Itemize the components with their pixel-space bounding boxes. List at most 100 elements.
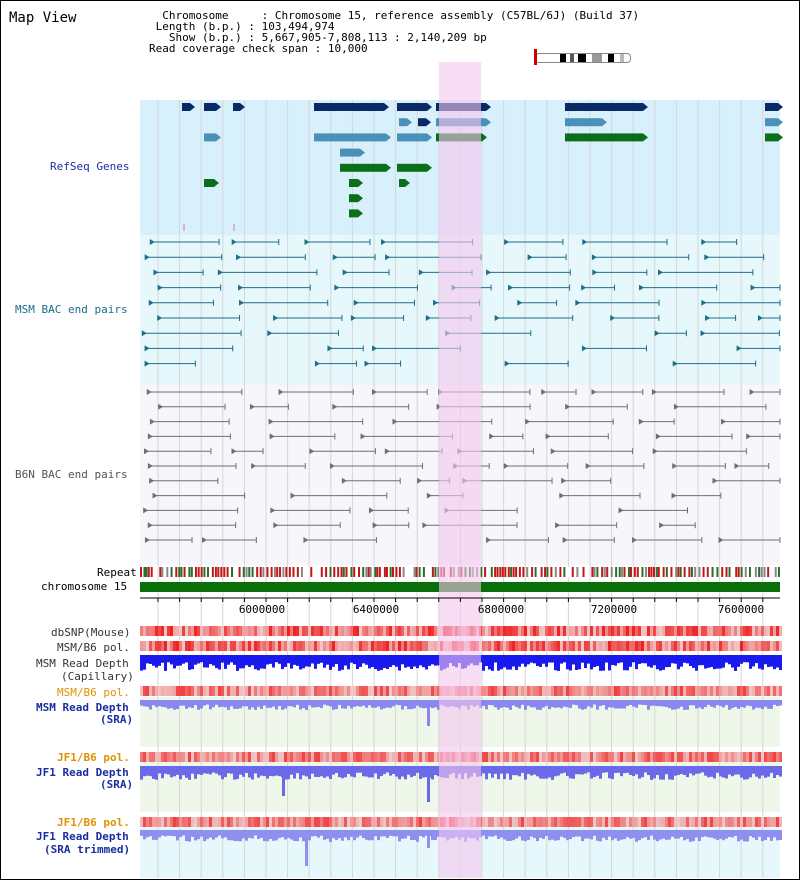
jf1-b6-pol-2-cell xyxy=(773,817,776,827)
msm-depth-sra-bar xyxy=(557,700,560,708)
jf1-depth-trimmed-bar xyxy=(611,830,614,841)
track-label-msm-b6-pol-sra[interactable]: MSM/B6 pol. xyxy=(57,686,130,699)
msm-b6-pol-sra-cell xyxy=(272,686,275,696)
jf1-b6-pol-cell xyxy=(695,752,698,762)
msm-b6-pol-sra-cell xyxy=(536,686,539,696)
msm-b6-pol-sra-cell xyxy=(680,686,683,696)
jf1-depth-sra-bar xyxy=(197,766,200,775)
jf1-b6-pol-cell xyxy=(371,752,374,762)
jf1-b6-pol-cell xyxy=(776,752,779,762)
dbsnp-cell xyxy=(569,626,572,636)
msm-b6-pol-sra-cell xyxy=(158,686,161,696)
jf1-depth-sra-bar xyxy=(647,766,650,776)
msm-depth-sra-bar xyxy=(233,700,236,709)
jf1-depth-sra-bar xyxy=(182,766,185,776)
jf1-depth-sra-bar xyxy=(713,766,716,779)
dbsnp-cell xyxy=(185,626,188,636)
msm-b6-pol-cell xyxy=(638,641,641,651)
jf1-depth-trimmed-bar xyxy=(563,830,566,838)
length-value: 103,494,974 xyxy=(261,20,335,33)
msm-depth-capillary-bar xyxy=(242,655,245,669)
track-label-jf1-depth-sra[interactable]: JF1 Read Depth xyxy=(36,766,129,779)
msm-b6-pol-cell xyxy=(419,641,422,651)
msm-depth-capillary-bar xyxy=(623,655,626,671)
track-label-msm-b6-pol[interactable]: MSM/B6 pol. xyxy=(57,641,130,654)
chromosome-ideogram[interactable] xyxy=(531,49,631,65)
repeat-element xyxy=(507,567,510,577)
jf1-depth-sra-bar xyxy=(527,766,530,775)
msm-b6-pol-sra-cell xyxy=(434,686,437,696)
msm-depth-sra-bar xyxy=(536,700,539,710)
dbsnp-cell xyxy=(719,626,722,636)
jf1-depth-trimmed-bar xyxy=(296,830,299,842)
msm-b6-pol-cell xyxy=(197,641,200,651)
gene-strand-arrow xyxy=(482,133,487,142)
track-label-msm-depth-sra[interactable]: MSM Read Depth xyxy=(36,701,129,714)
jf1-depth-sra-bar xyxy=(719,766,722,777)
dbsnp-cell xyxy=(740,626,743,636)
msm-depth-capillary-bar xyxy=(434,655,437,666)
msm-b6-pol-sra-cell xyxy=(626,686,629,696)
dbsnp-cell xyxy=(485,626,488,636)
msm-depth-sra-bar xyxy=(686,700,689,710)
jf1-b6-pol-2-cell xyxy=(506,817,509,827)
jf1-depth-sra-bar xyxy=(149,766,152,777)
track-label-b6n-bac[interactable]: B6N BAC end pairs xyxy=(15,468,128,481)
jf1-depth-sra-bar xyxy=(272,766,275,777)
track-label-dbsnp[interactable]: dbSNP(Mouse) xyxy=(51,626,131,639)
jf1-depth-trimmed-bar xyxy=(161,830,164,836)
msm-b6-pol-sra-cell xyxy=(515,686,518,696)
track-label-msm-depth-capillary[interactable]: MSM Read Depth xyxy=(36,657,129,670)
dbsnp-cell xyxy=(725,626,728,636)
msm-depth-capillary-bar xyxy=(482,655,485,671)
jf1-depth-trimmed-bar xyxy=(422,830,425,838)
gene-strand-arrow xyxy=(214,179,219,187)
track-label-repeat[interactable]: Repeat xyxy=(97,566,137,579)
jf1-b6-pol-cell xyxy=(365,752,368,762)
jf1-depth-sra-bar-spike xyxy=(282,766,285,796)
msm-b6-pol-cell xyxy=(728,641,731,651)
dbsnp-cell xyxy=(644,626,647,636)
track-label-msm-bac[interactable]: MSM BAC end pairs xyxy=(15,303,128,316)
dbsnp-cell xyxy=(140,626,143,636)
dbsnp-cell xyxy=(251,626,254,636)
jf1-depth-sra-bar xyxy=(773,766,776,779)
track-label-refseq[interactable]: RefSeq Genes xyxy=(50,160,130,173)
repeat-element xyxy=(490,567,493,577)
jf1-b6-pol-cell xyxy=(593,752,596,762)
msm-depth-capillary-bar xyxy=(386,655,389,670)
repeat-element xyxy=(603,567,606,577)
msm-bac-end xyxy=(364,360,370,367)
msm-depth-capillary-bar xyxy=(749,655,752,669)
repeat-element xyxy=(234,567,237,577)
b6n-bac-end xyxy=(231,448,237,455)
b6n-bac-end xyxy=(147,433,153,440)
track-label-jf1-depth-trimmed[interactable]: JF1 Read Depth xyxy=(36,830,129,843)
dbsnp-cell xyxy=(425,626,428,636)
jf1-depth-trimmed-bar xyxy=(740,830,743,840)
msm-depth-sra-bar xyxy=(371,700,374,708)
jf1-depth-sra-bar xyxy=(656,766,659,776)
b6n-bac-end xyxy=(372,389,378,395)
msm-b6-pol-sra-cell xyxy=(572,686,575,696)
msm-depth-capillary-bar xyxy=(215,655,218,669)
msm-b6-pol-sra-cell xyxy=(185,686,188,696)
track-label-jf1-b6-pol[interactable]: JF1/B6 pol. xyxy=(57,751,130,764)
jf1-depth-trimmed-bar xyxy=(191,830,194,837)
dbsnp-cell xyxy=(332,626,335,636)
msm-depth-capillary-bar xyxy=(524,655,527,667)
msm-b6-pol-cell xyxy=(617,641,620,651)
track-label-jf1-b6-pol-2[interactable]: JF1/B6 pol. xyxy=(57,816,130,829)
jf1-b6-pol-cell xyxy=(251,752,254,762)
dbsnp-cell xyxy=(374,626,377,636)
msm-depth-sra-bar xyxy=(416,700,419,706)
jf1-b6-pol-cell xyxy=(290,752,293,762)
dbsnp-cell xyxy=(764,626,767,636)
jf1-b6-pol-2-cell xyxy=(335,817,338,827)
jf1-depth-trimmed-bar xyxy=(203,830,206,842)
jf1-b6-pol-cell xyxy=(671,752,674,762)
jf1-depth-trimmed-bar xyxy=(254,830,257,836)
msm-depth-capillary-bar xyxy=(143,655,146,670)
msm-depth-sra-bar xyxy=(392,700,395,707)
